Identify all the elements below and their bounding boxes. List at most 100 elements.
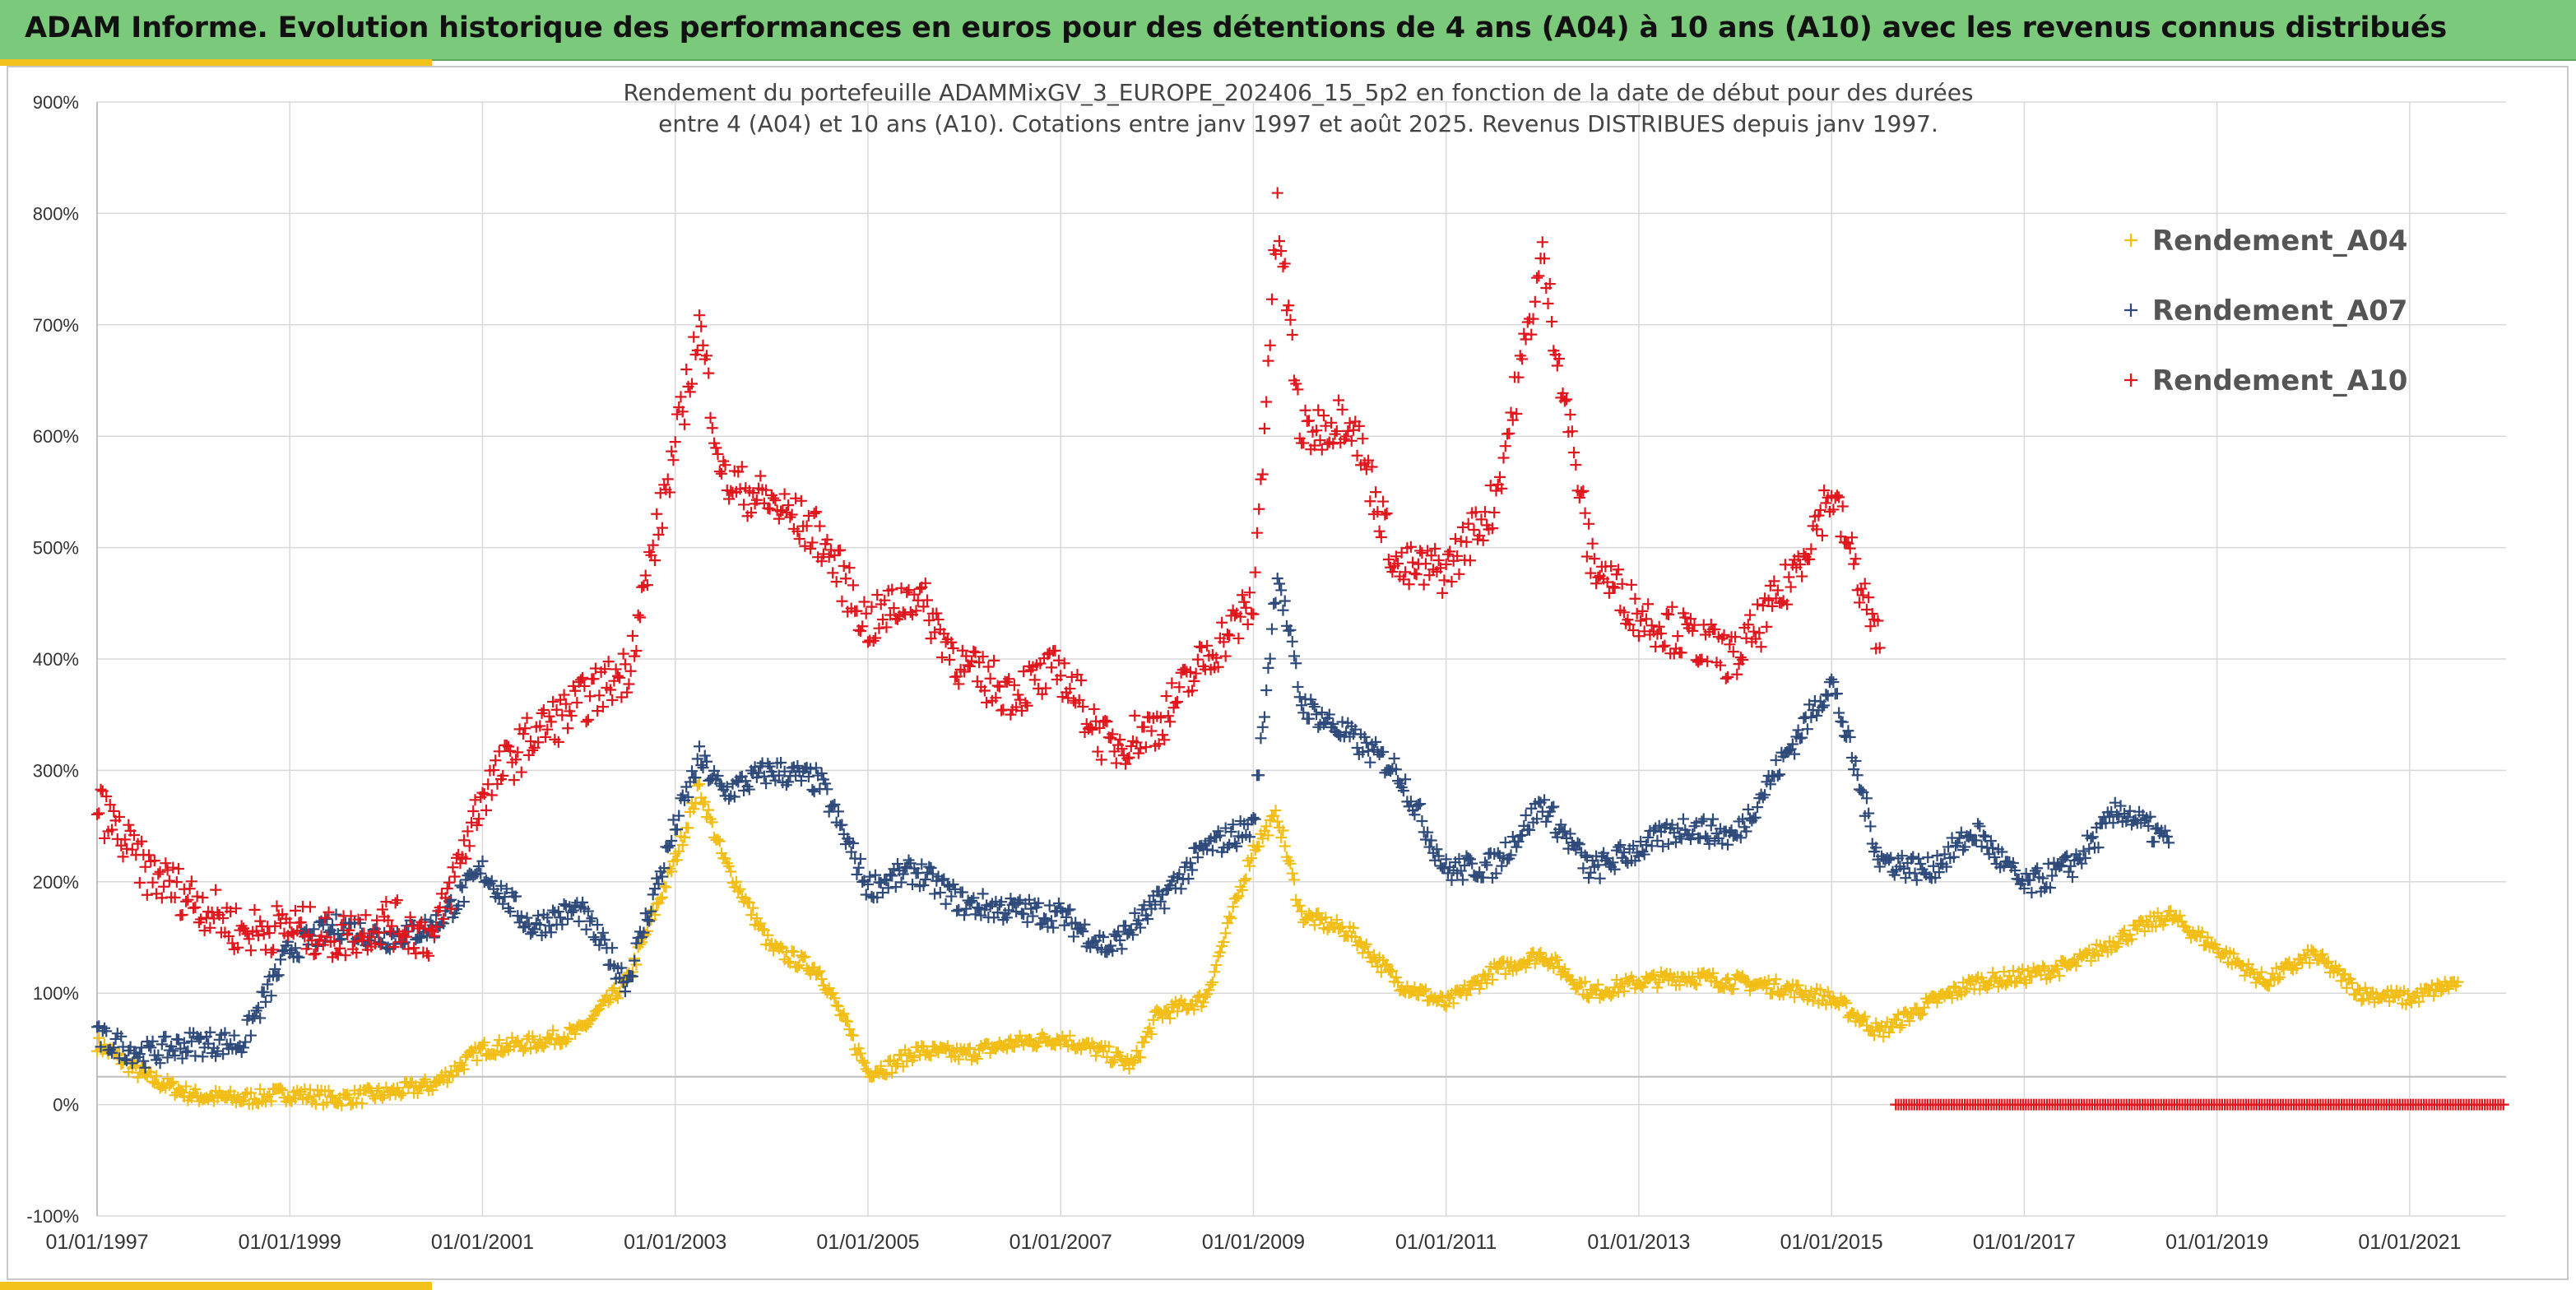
data-point [764, 503, 776, 515]
data-point [1460, 989, 1473, 1001]
data-point [694, 309, 705, 322]
data-point [402, 943, 415, 955]
data-point [1456, 874, 1469, 886]
data-point [2024, 874, 2036, 886]
data-point [327, 1089, 339, 1102]
data-point [1607, 581, 1619, 593]
data-point [1089, 1050, 1102, 1062]
data-point [356, 1097, 369, 1110]
data-point [1588, 553, 1600, 565]
data-point [599, 663, 611, 675]
data-point [882, 1055, 894, 1067]
data-point [2291, 962, 2303, 974]
data-point [2029, 865, 2041, 877]
data-point [1194, 989, 1206, 1001]
data-point [1123, 1063, 1135, 1075]
data-point [1857, 1013, 1869, 1025]
data-point [2341, 981, 2353, 994]
data-point [439, 892, 452, 904]
data-point [1668, 647, 1680, 660]
data-point [1297, 707, 1310, 719]
data-point [487, 764, 499, 777]
data-point [2018, 882, 2031, 894]
data-point [1201, 843, 1214, 856]
data-point [619, 986, 631, 998]
data-point [960, 1048, 972, 1060]
data-point [1811, 709, 1823, 722]
data-point [114, 1052, 126, 1065]
data-point [1662, 838, 1674, 850]
data-point [258, 986, 270, 999]
data-point [712, 448, 724, 460]
data-point [1364, 495, 1376, 508]
data-point [1012, 689, 1024, 701]
data-point [951, 905, 963, 917]
data-point [1120, 758, 1132, 770]
data-point [856, 1055, 869, 1067]
data-point [1687, 624, 1699, 637]
data-point [1088, 935, 1100, 948]
data-point [2181, 924, 2193, 936]
data-point [1533, 796, 1545, 808]
data-point [1564, 408, 1576, 420]
data-point [352, 913, 364, 926]
data-point [740, 775, 752, 787]
data-point [882, 882, 894, 894]
data-point [1006, 898, 1019, 911]
data-point [1062, 692, 1074, 704]
data-point [1645, 840, 1658, 852]
data-point [2111, 809, 2123, 821]
data-point [1036, 688, 1048, 700]
y-tick-label: 300% [33, 760, 79, 781]
data-point [1540, 815, 1553, 828]
data-point [762, 929, 774, 941]
data-point [754, 917, 767, 930]
data-point [925, 861, 937, 874]
data-point [550, 703, 563, 716]
data-point [2270, 962, 2282, 974]
data-point [469, 868, 481, 880]
data-point [2086, 947, 2099, 959]
data-point [760, 484, 773, 496]
data-point [639, 569, 652, 582]
data-point [602, 996, 615, 1009]
data-point [1199, 991, 1211, 1003]
data-point [1931, 849, 1943, 861]
data-point [537, 703, 550, 716]
data-point [1631, 607, 1643, 619]
data-point [1308, 919, 1320, 931]
x-tick-label: 01/01/2013 [1587, 1231, 1690, 1254]
data-point [1539, 253, 1551, 265]
data-point [1045, 661, 1057, 674]
data-point [1520, 962, 1532, 974]
data-point [239, 1036, 252, 1048]
data-point [1409, 981, 1421, 994]
header-banner: ADAM Informe. Evolution historique des p… [0, 0, 2576, 61]
data-point [615, 962, 628, 974]
data-point [180, 1080, 193, 1093]
data-point [1836, 716, 1849, 728]
data-point [169, 1089, 181, 1102]
data-point [1607, 987, 1619, 1000]
data-point [1074, 675, 1087, 687]
data-point [932, 614, 945, 626]
data-point [152, 868, 165, 880]
data-point [2054, 970, 2066, 982]
data-point [1771, 584, 1784, 596]
data-point [1533, 270, 1545, 282]
data-point [182, 893, 194, 906]
data-point [666, 835, 678, 847]
data-point [527, 926, 539, 938]
data-point [472, 813, 485, 825]
data-point [1362, 454, 1375, 466]
data-point [408, 942, 420, 954]
y-tick-label: 500% [33, 538, 79, 559]
data-point [1511, 407, 1523, 420]
data-point [1138, 1036, 1150, 1048]
data-point [1775, 596, 1788, 609]
data-point [864, 870, 876, 883]
data-point [534, 720, 546, 732]
data-point [176, 1052, 188, 1065]
data-point [675, 391, 687, 403]
data-point [1890, 1014, 1902, 1026]
